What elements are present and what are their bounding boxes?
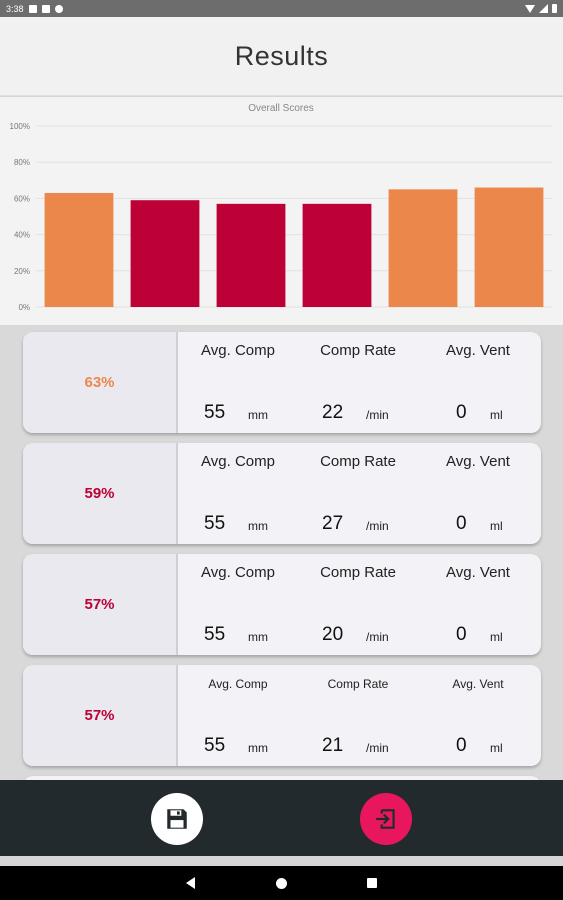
- status-time: 3:38: [6, 3, 24, 14]
- home-circle-icon[interactable]: [276, 878, 287, 889]
- metrics-panel: Avg. Comp 55 mm Comp Rate 27/min Avg. Vent 0 ml: [178, 443, 541, 544]
- score-bar: [130, 200, 200, 307]
- score-bar: [302, 203, 372, 307]
- metric-heading: Avg. Vent: [452, 677, 504, 691]
- metric-unit: mm: [248, 519, 268, 533]
- result-card[interactable]: 63% Avg. Comp 55 mm Comp Rate 22/min Avg. Vent…: [23, 332, 541, 433]
- metric-value: 27: [322, 513, 344, 534]
- wifi-icon: [525, 4, 535, 13]
- metric-value: 20: [322, 624, 344, 645]
- score-bar: [388, 189, 458, 307]
- metric-unit: mm: [248, 741, 268, 755]
- metric-value: 0: [456, 402, 467, 423]
- metric-heading: Avg. Vent: [446, 453, 510, 470]
- y-tick-label: 40%: [14, 231, 30, 240]
- metric-heading: Avg. Comp: [201, 453, 275, 470]
- result-card[interactable]: 59% Avg. Comp 55 mm Comp Rate 27/min Avg. Vent…: [23, 443, 541, 544]
- metric-unit: /min: [366, 630, 389, 644]
- metric-value: 55: [204, 402, 226, 423]
- metric-value: 22: [322, 402, 344, 423]
- metric-value: 21: [322, 735, 344, 756]
- floppy-disk-icon: [167, 809, 187, 829]
- metric-value: 0: [456, 513, 467, 534]
- score-bar: [474, 187, 544, 307]
- overall-scores-chart: Overall Scores 0% 20% 40% 60% 80% 100%: [0, 97, 563, 325]
- metrics-panel: Avg. Comp 55 mm Comp Rate 22/min Avg. Vent 0 ml: [178, 332, 541, 433]
- metric-heading: Avg. Vent: [446, 342, 510, 359]
- y-tick-label: 80%: [14, 158, 30, 167]
- chart-svg: Overall Scores 0% 20% 40% 60% 80% 100%: [10, 103, 552, 312]
- score-percent: 57%: [23, 554, 178, 655]
- metric-unit: /min: [366, 519, 389, 533]
- results-list[interactable]: 63% Avg. Comp 55 mm Comp Rate 22/min Avg. Vent…: [0, 325, 563, 780]
- data-saver-icon: [54, 4, 63, 13]
- back-triangle-icon[interactable]: [186, 877, 195, 889]
- score-percent: 57%: [23, 665, 178, 766]
- y-tick-label: 20%: [14, 267, 30, 276]
- metrics-panel: Avg. Comp 55 mm Comp Rate 21/min Avg. Vent 0 ml: [178, 665, 541, 766]
- result-card[interactable]: 57% Avg. Comp 55 mm Comp Rate 21/min Avg. Vent…: [23, 665, 541, 766]
- page-title: Results: [234, 40, 329, 71]
- chart-title: Overall Scores: [248, 103, 314, 114]
- metric-heading: Comp Rate: [320, 453, 396, 470]
- score-percent: 63%: [23, 332, 178, 433]
- score-percent: 59%: [23, 443, 178, 544]
- exit-button[interactable]: [360, 793, 412, 845]
- y-tick-label: 100%: [10, 122, 30, 131]
- sim-icon: [41, 4, 50, 13]
- metric-value: 55: [204, 624, 226, 645]
- nav-gap: [0, 856, 563, 866]
- metric-heading: Comp Rate: [327, 677, 389, 691]
- result-card-partial[interactable]: [23, 776, 541, 780]
- metric-value: 0: [456, 735, 467, 756]
- metric-unit: ml: [490, 408, 503, 422]
- metric-heading: Avg. Comp: [208, 677, 268, 691]
- score-bar: [44, 192, 114, 307]
- metric-heading: Avg. Comp: [201, 342, 275, 359]
- bottom-action-bar: [0, 780, 563, 856]
- exit-icon: [376, 809, 395, 829]
- metric-unit: mm: [248, 630, 268, 644]
- metric-unit: /min: [366, 408, 389, 422]
- system-nav-bar: [0, 866, 563, 900]
- metric-unit: /min: [366, 741, 389, 755]
- metric-value: 55: [204, 735, 226, 756]
- metric-value: 55: [204, 513, 226, 534]
- notification-icon: [28, 4, 37, 13]
- battery-icon: [552, 4, 557, 13]
- signal-icon: [539, 4, 548, 13]
- metric-unit: ml: [490, 741, 503, 755]
- metric-heading: Comp Rate: [320, 342, 396, 359]
- result-card[interactable]: 57% Avg. Comp 55 mm Comp Rate 20/min Avg. Vent…: [23, 554, 541, 655]
- metrics-panel: Avg. Comp 55 mm Comp Rate 20/min Avg. Vent 0 ml: [178, 554, 541, 655]
- metric-unit: mm: [248, 408, 268, 422]
- status-bar: 3:38: [0, 0, 563, 17]
- metric-value: 0: [456, 624, 467, 645]
- metric-unit: ml: [490, 519, 503, 533]
- metric-heading: Comp Rate: [320, 564, 396, 581]
- score-bar: [216, 203, 286, 307]
- save-button[interactable]: [151, 793, 203, 845]
- metric-heading: Avg. Comp: [201, 564, 275, 581]
- recent-square-icon[interactable]: [367, 878, 377, 888]
- y-tick-label: 60%: [14, 194, 30, 203]
- metric-heading: Avg. Vent: [446, 564, 510, 581]
- app-header: Results: [0, 17, 563, 96]
- metric-unit: ml: [490, 630, 503, 644]
- y-tick-label: 0%: [18, 303, 30, 312]
